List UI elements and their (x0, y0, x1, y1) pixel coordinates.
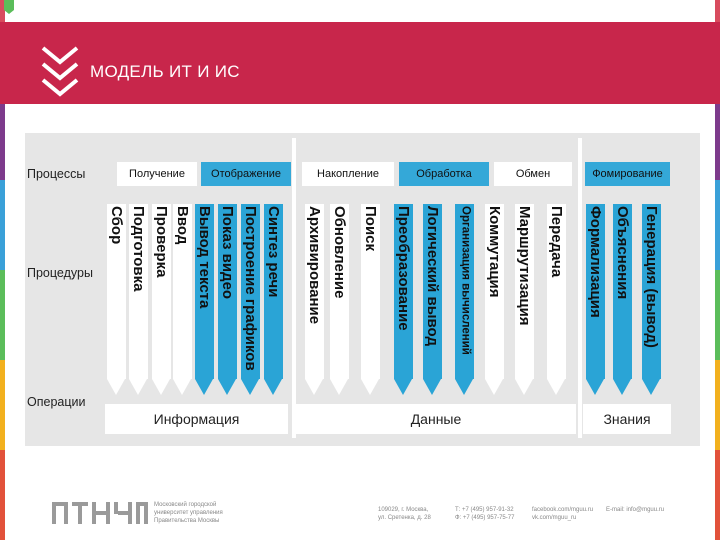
left-stripe-segment (0, 90, 5, 180)
procedure-arrow (515, 379, 533, 395)
right-stripe-segment (715, 360, 720, 450)
procedure-bar (305, 204, 324, 379)
procedure-arrow (547, 379, 565, 395)
bottom-label-data: Данные (296, 404, 576, 434)
procedure-bar (394, 204, 413, 379)
procedure-label: Синтез речи (265, 206, 282, 298)
procedure-label: Передача (548, 206, 565, 278)
procedure-label: Архивирование (306, 206, 323, 325)
procedure-arrow (305, 379, 323, 395)
bottom-label-data-text: Данные (410, 411, 462, 427)
procedure-label: Генерация (вывод) (643, 206, 660, 348)
procedure-bar (264, 204, 283, 379)
left-stripe-segment (0, 270, 5, 360)
bottom-label-information-text: Информация (153, 411, 240, 427)
procedure-bar (547, 204, 566, 379)
procedure-bar (195, 204, 214, 379)
procedure-bar (218, 204, 237, 379)
left-stripe-segment (0, 450, 5, 540)
it-model-diagram: Процессы Процедуры Операции Получение Ото… (25, 133, 700, 446)
procedure-bar (241, 204, 260, 379)
procedure-arrow (394, 379, 412, 395)
procedure-bar (485, 204, 504, 379)
section-separator (292, 138, 296, 438)
procedure-label: Формализация (587, 206, 604, 318)
footer-social: facebook.com/mguu.ru vk.com/mguu_ru (532, 507, 594, 521)
procedure-bar (423, 204, 442, 379)
footer-phones: Т: +7 (495) 957-91-32 Ф: +7 (495) 957-75… (455, 507, 515, 521)
section-separator (578, 138, 582, 438)
procedure-arrow (195, 379, 213, 395)
procedure-label: Показ видео (219, 206, 236, 300)
procedure-bar (361, 204, 380, 379)
procedure-arrow (241, 379, 259, 395)
process-box: Отображение (201, 162, 291, 186)
process-box: Обмен (494, 162, 572, 186)
procedure-arrow (173, 379, 191, 395)
procedure-label: Маршрутизация (516, 206, 533, 326)
procedure-arrow (642, 379, 660, 395)
process-box: Обработка (399, 162, 489, 186)
procedure-arrow (455, 379, 473, 395)
procedure-arrow (330, 379, 348, 395)
row-label-operations: Операции (27, 395, 86, 409)
bottom-label-information: Информация (105, 404, 288, 434)
procedure-arrow (218, 379, 236, 395)
procedure-label: Организация вычислений (459, 206, 472, 355)
procedure-label: Коммутация (486, 206, 503, 298)
procedure-label: Подготовка (130, 206, 147, 292)
procedure-bar (642, 204, 661, 379)
procedure-label: Вывод текста (196, 206, 213, 309)
left-stripe-segment (0, 180, 5, 270)
procedure-label: Проверка (153, 206, 170, 278)
procedure-bar (107, 204, 126, 379)
slide-title: МОДЕЛЬ ИТ И ИС (90, 62, 240, 81)
procedure-label: Объяснения (614, 206, 631, 300)
procedure-bar (152, 204, 171, 379)
procedure-label: Логический вывод (424, 206, 441, 347)
university-logo (52, 502, 148, 524)
procedure-label: Преобразование (395, 206, 412, 331)
procedure-bar (515, 204, 534, 379)
procedure-bar (613, 204, 632, 379)
corner-logo-icon (4, 0, 14, 14)
procedure-arrow (586, 379, 604, 395)
procedure-label: Ввод (174, 206, 191, 245)
footer-address: 109029, г. Москва, ул. Сретенка, д. 28 (378, 507, 431, 521)
bottom-label-knowledge: Знания (583, 404, 671, 434)
process-box: Накопление (302, 162, 394, 186)
process-box: Получение (117, 162, 197, 186)
procedure-label: Сбор (108, 206, 125, 245)
procedure-arrow (129, 379, 147, 395)
procedure-bar (330, 204, 349, 379)
bottom-label-knowledge-text: Знания (603, 411, 651, 427)
procedure-label: Обновление (331, 206, 348, 299)
procedure-arrow (485, 379, 503, 395)
footer-org: Московский городской университет управле… (154, 502, 223, 524)
footer-email: E-mail: info@mguu.ru (606, 507, 665, 513)
row-label-procedures: Процедуры (27, 266, 93, 280)
procedure-arrow (107, 379, 125, 395)
right-stripe-segment (715, 450, 720, 540)
slide-footer: Московский городской университет управле… (0, 496, 720, 536)
slide-header: МОДЕЛЬ ИТ И ИС (0, 22, 720, 104)
procedure-label: Поиск (362, 206, 379, 252)
procedure-arrow (152, 379, 170, 395)
procedure-arrow (264, 379, 282, 395)
procedure-arrow (361, 379, 379, 395)
procedure-arrow (613, 379, 631, 395)
procedure-arrow (423, 379, 441, 395)
procedure-bar (586, 204, 605, 379)
right-stripe-segment (715, 180, 720, 270)
right-stripe-segment (715, 90, 720, 180)
procedure-bar (173, 204, 192, 379)
left-stripe-segment (0, 360, 5, 450)
procedure-bar (455, 204, 474, 379)
process-box: Фомирование (585, 162, 670, 186)
triple-chevron-icon (41, 46, 79, 97)
procedure-label: Построение графиков (242, 206, 259, 371)
row-label-processes: Процессы (27, 167, 86, 181)
right-stripe-segment (715, 270, 720, 360)
procedure-bar (129, 204, 148, 379)
